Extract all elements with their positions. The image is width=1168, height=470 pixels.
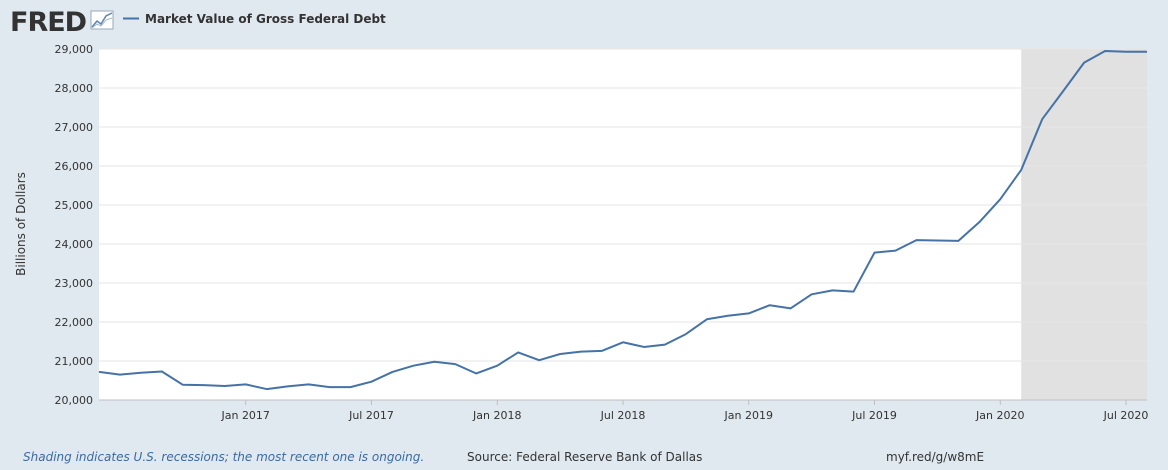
- data-point-2018-01[interactable]: [491, 360, 503, 372]
- y-axis-ticks: 20,000 21,000 22,000 23,000 24,000 25,000 26,0…: [55, 43, 94, 407]
- data-point-2018-04[interactable]: [554, 348, 566, 360]
- data-point-2016-08[interactable]: [135, 367, 147, 379]
- y-tick-label-29000: 29,000: [55, 43, 94, 56]
- data-point-2019-12[interactable]: [973, 216, 985, 228]
- y-tick-label-27000: 27,000: [55, 121, 94, 134]
- data-point-2018-03[interactable]: [533, 354, 545, 366]
- data-point-2018-12[interactable]: [722, 310, 734, 322]
- x-tick-label-2020-01: Jan 2020: [975, 409, 1024, 422]
- data-point-2017-11[interactable]: [449, 358, 461, 370]
- y-tick-label-28000: 28,000: [55, 82, 94, 95]
- data-point-2017-04[interactable]: [303, 378, 315, 390]
- data-point-2017-02[interactable]: [261, 383, 273, 395]
- short-link[interactable]: myf.red/g/w8mE: [886, 450, 985, 464]
- data-point-2018-06[interactable]: [596, 345, 608, 357]
- legend: Market Value of Gross Federal Debt: [123, 12, 386, 26]
- data-point-2020-04[interactable]: [1057, 85, 1069, 97]
- data-point-2019-01[interactable]: [743, 307, 755, 319]
- data-point-2017-09[interactable]: [407, 360, 419, 372]
- x-tick-label-2018-07: Jul 2018: [600, 409, 646, 422]
- data-point-2016-07[interactable]: [114, 369, 126, 381]
- data-point-2016-06[interactable]: [93, 366, 105, 378]
- x-tick-label-2019-07: Jul 2019: [851, 409, 897, 422]
- x-tick-label-2017-07: Jul 2017: [348, 409, 394, 422]
- data-point-2017-12[interactable]: [470, 367, 482, 379]
- data-point-2016-12[interactable]: [219, 380, 231, 392]
- data-point-2018-05[interactable]: [575, 346, 587, 358]
- data-point-2017-01[interactable]: [240, 378, 252, 390]
- data-point-2017-08[interactable]: [386, 366, 398, 378]
- data-point-2018-11[interactable]: [701, 313, 713, 325]
- data-point-2017-07[interactable]: [365, 376, 377, 388]
- data-point-2020-08[interactable]: [1141, 46, 1153, 58]
- fred-logo-graph-icon: [90, 10, 114, 30]
- data-point-2020-03[interactable]: [1036, 113, 1048, 125]
- data-point-2020-07[interactable]: [1120, 46, 1132, 58]
- data-point-2020-02[interactable]: [1015, 164, 1027, 176]
- data-point-2018-07[interactable]: [617, 336, 629, 348]
- data-point-2016-10[interactable]: [177, 379, 189, 391]
- series-line-0: [98, 49, 1147, 391]
- data-point-2016-11[interactable]: [198, 379, 210, 391]
- x-tick-label-2018-01: Jan 2018: [472, 409, 521, 422]
- y-tick-label-24000: 24,000: [55, 238, 94, 251]
- y-tick-label-25000: 25,000: [55, 199, 94, 212]
- recession-shading-layer: [1021, 49, 1147, 400]
- fred-logo-text: FRED: [10, 7, 86, 38]
- data-point-2018-10[interactable]: [680, 328, 692, 340]
- data-point-2019-07[interactable]: [869, 247, 881, 259]
- data-point-2020-05[interactable]: [1078, 57, 1090, 69]
- data-point-2018-02[interactable]: [512, 346, 524, 358]
- y-tick-label-22000: 22,000: [55, 316, 94, 329]
- recession-shade-0: [1021, 49, 1147, 400]
- legend-label: Market Value of Gross Federal Debt: [145, 12, 386, 26]
- data-point-2019-03[interactable]: [785, 302, 797, 314]
- x-tick-label-2019-01: Jan 2019: [724, 409, 773, 422]
- data-point-2019-09[interactable]: [910, 234, 922, 246]
- data-point-2016-09[interactable]: [156, 366, 168, 378]
- data-point-2018-08[interactable]: [638, 341, 650, 353]
- data-point-2019-08[interactable]: [889, 245, 901, 257]
- data-point-2019-06[interactable]: [848, 286, 860, 298]
- gridlines: [99, 48, 1147, 401]
- x-tick-label-2017-01: Jan 2017: [220, 409, 269, 422]
- data-point-2017-06[interactable]: [345, 381, 357, 393]
- data-point-2019-05[interactable]: [827, 284, 839, 296]
- source-text: Source: Federal Reserve Bank of Dallas: [467, 450, 703, 464]
- data-point-2019-04[interactable]: [806, 288, 818, 300]
- x-tick-label-2020-07: Jul 2020: [1103, 409, 1149, 422]
- recession-note: Shading indicates U.S. recessions; the m…: [23, 450, 425, 464]
- y-tick-label-26000: 26,000: [55, 160, 94, 173]
- data-point-2020-01[interactable]: [994, 193, 1006, 205]
- data-point-2018-09[interactable]: [659, 339, 671, 351]
- x-axis-ticks: Jan 2017 Jul 2017 Jan 2018 Jul 2018 Jan 2019…: [99, 399, 1149, 422]
- fred-logo[interactable]: FRED: [10, 7, 114, 38]
- data-point-2020-06[interactable]: [1099, 45, 1111, 57]
- data-point-2017-05[interactable]: [324, 381, 336, 393]
- data-point-2017-03[interactable]: [282, 380, 294, 392]
- series-layer: [93, 45, 1153, 395]
- data-point-2019-11[interactable]: [952, 235, 964, 247]
- y-axis-title: Billions of Dollars: [14, 172, 28, 276]
- y-tick-label-21000: 21,000: [55, 355, 94, 368]
- data-point-2019-02[interactable]: [764, 299, 776, 311]
- y-tick-label-23000: 23,000: [55, 277, 94, 290]
- y-tick-label-20000: 20,000: [55, 394, 94, 407]
- data-point-2019-10[interactable]: [931, 234, 943, 246]
- data-point-2017-10[interactable]: [428, 356, 440, 368]
